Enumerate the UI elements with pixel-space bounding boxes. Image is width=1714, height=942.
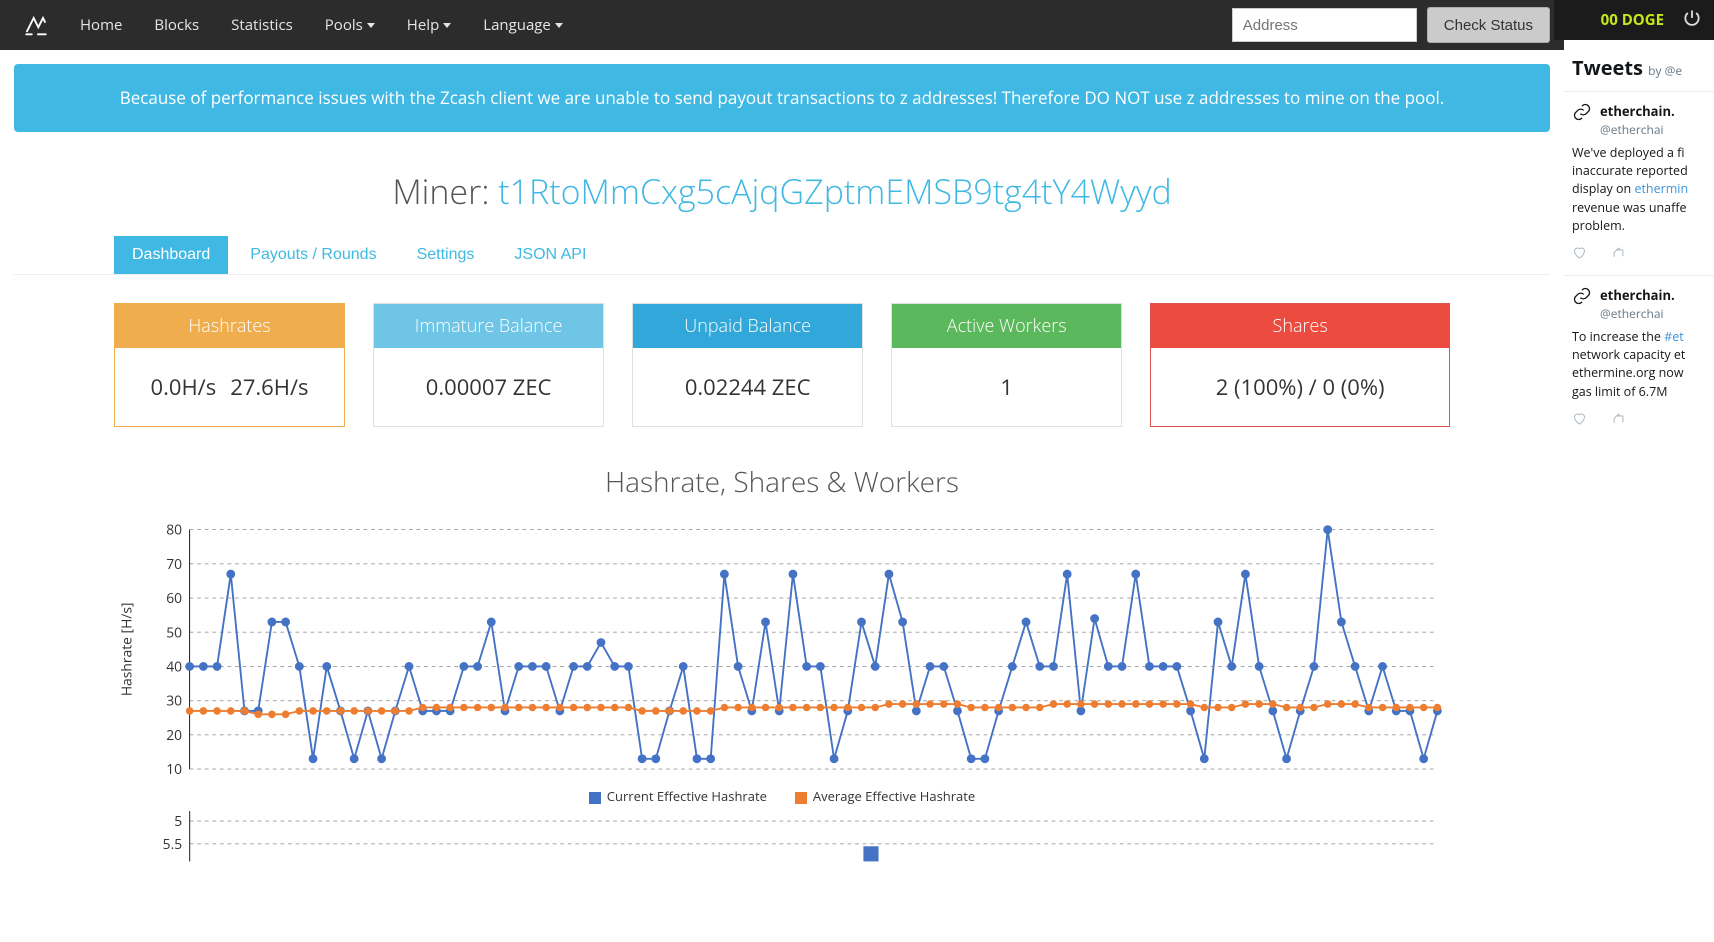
share-icon[interactable]: [1611, 245, 1626, 265]
tweet-link[interactable]: ethermin: [1634, 180, 1688, 197]
caret-icon: [555, 23, 563, 28]
tweet-body: We've deployed a fi inaccurate reported …: [1572, 144, 1706, 235]
chart-svg: 10 20 30 40 50 60 70 80 Hashrate [H/s]: [114, 517, 1450, 782]
twitter-heading: Tweets by @e: [1564, 54, 1714, 91]
svg-text:60: 60: [166, 589, 182, 608]
panel-unpaid-title: Unpaid Balance: [633, 304, 862, 348]
nav-item-blocks[interactable]: Blocks: [138, 0, 215, 50]
nav-links: HomeBlocksStatisticsPoolsHelpLanguage: [64, 0, 579, 50]
caret-icon: [367, 23, 375, 28]
tabs: DashboardPayouts / RoundsSettingsJSON AP…: [14, 236, 1550, 275]
address-input[interactable]: [1232, 8, 1417, 42]
power-icon[interactable]: [1682, 8, 1702, 33]
panel-hashrates-body: 0.0H/s 27.6H/s: [115, 348, 344, 426]
twitter-by[interactable]: by @e: [1648, 62, 1682, 79]
chart: 10 20 30 40 50 60 70 80 Hashrate [H/s]: [114, 517, 1450, 782]
svg-text:5.5: 5.5: [163, 835, 183, 854]
link-icon: [1572, 102, 1592, 138]
navbar: HomeBlocksStatisticsPoolsHelpLanguage Ch…: [0, 0, 1564, 50]
panel-shares-title: Shares: [1151, 304, 1449, 348]
legend-swatch: [589, 792, 601, 804]
svg-text:5: 5: [174, 813, 182, 832]
panel-workers-title: Active Workers: [892, 304, 1121, 348]
panel-immature-body: 0.00007 ZEC: [374, 348, 603, 426]
tweets-list: etherchain.@etherchaiWe've deployed a fi…: [1564, 91, 1714, 441]
panel-unpaid: Unpaid Balance 0.02244 ZEC: [632, 303, 863, 427]
caret-icon: [443, 23, 451, 28]
doge-balance: 00 DOGE: [1601, 10, 1664, 30]
panel-hashrates: Hashrates 0.0H/s 27.6H/s: [114, 303, 345, 427]
panel-hashrates-title: Hashrates: [115, 304, 344, 348]
sub-chart: 55.5: [114, 811, 1450, 861]
tab-payouts-rounds[interactable]: Payouts / Rounds: [232, 236, 394, 274]
hashrate-average: 27.6H/s: [230, 372, 308, 402]
svg-text:10: 10: [166, 760, 182, 779]
stat-panels: Hashrates 0.0H/s 27.6H/s Immature Balanc…: [14, 303, 1550, 427]
chart-section: Hashrate, Shares & Workers 10 20 30 40 50 60 7…: [14, 463, 1550, 892]
nav-item-pools[interactable]: Pools: [309, 0, 391, 50]
nav-item-help[interactable]: Help: [391, 0, 467, 50]
tab-settings[interactable]: Settings: [399, 236, 493, 274]
sidebar: Tweets by @e etherchain.@etherchaiWe've …: [1564, 40, 1714, 942]
nav-right: Check Status: [1232, 7, 1556, 43]
svg-text:80: 80: [166, 520, 182, 539]
svg-text:Hashrate [H/s]: Hashrate [H/s]: [118, 602, 137, 696]
nav-item-home[interactable]: Home: [64, 0, 138, 50]
tweet[interactable]: etherchain.@etherchai To increase the #et…: [1564, 275, 1714, 441]
tweet-link[interactable]: #et: [1664, 328, 1684, 345]
miner-title: Miner: t1RtoMmCxg5cAjqGZptmEMSB9tg4tY4Wy…: [14, 168, 1550, 214]
svg-text:40: 40: [166, 657, 182, 676]
main-content: Because of performance issues with the Z…: [0, 50, 1564, 906]
tweet-handle[interactable]: @etherchai: [1600, 305, 1675, 322]
tab-json-api[interactable]: JSON API: [496, 236, 604, 274]
share-icon[interactable]: [1611, 411, 1626, 431]
nav-item-statistics[interactable]: Statistics: [215, 0, 309, 50]
panel-shares: Shares 2 (100%) / 0 (0%): [1150, 303, 1450, 427]
logo-icon[interactable]: [22, 11, 50, 39]
tweet-author[interactable]: etherchain.: [1600, 286, 1675, 305]
sub-chart-svg: 55.5: [114, 811, 1450, 861]
chart-legend: Current Effective Hashrate Average Effect…: [114, 787, 1450, 805]
panel-workers: Active Workers 1: [891, 303, 1122, 427]
nav-item-language[interactable]: Language: [467, 0, 579, 50]
topbar: 00 DOGE: [1554, 0, 1714, 40]
heart-icon[interactable]: [1572, 411, 1587, 431]
twitter-widget: Tweets by @e etherchain.@etherchaiWe've …: [1564, 40, 1714, 942]
heart-icon[interactable]: [1572, 245, 1587, 265]
svg-text:30: 30: [166, 691, 182, 710]
chart-title: Hashrate, Shares & Workers: [114, 463, 1450, 501]
panel-workers-body: 1: [892, 348, 1121, 426]
svg-text:70: 70: [166, 555, 182, 574]
tweet-body: To increase the #et network capacity et …: [1572, 328, 1706, 401]
svg-text:50: 50: [166, 623, 182, 642]
panel-immature: Immature Balance 0.00007 ZEC: [373, 303, 604, 427]
legend-swatch: [795, 792, 807, 804]
alert-banner: Because of performance issues with the Z…: [14, 64, 1550, 132]
tweet-handle[interactable]: @etherchai: [1600, 121, 1675, 138]
miner-address[interactable]: t1RtoMmCxg5cAjqGZptmEMSB9tg4tY4Wyyd: [498, 168, 1171, 214]
legend-item[interactable]: Current Effective Hashrate: [589, 787, 767, 805]
tweet[interactable]: etherchain.@etherchai We've deployed a fi…: [1564, 91, 1714, 275]
tab-dashboard[interactable]: Dashboard: [114, 236, 228, 274]
link-icon: [1572, 286, 1592, 322]
check-status-button[interactable]: Check Status: [1427, 7, 1550, 43]
svg-text:20: 20: [166, 726, 182, 745]
legend-item[interactable]: Average Effective Hashrate: [795, 787, 975, 805]
panel-shares-body: 2 (100%) / 0 (0%): [1151, 348, 1449, 426]
hashrate-current: 0.0H/s: [151, 372, 217, 402]
tweet-author[interactable]: etherchain.: [1600, 102, 1675, 121]
miner-label: Miner:: [392, 168, 498, 214]
panel-unpaid-body: 0.02244 ZEC: [633, 348, 862, 426]
panel-immature-title: Immature Balance: [374, 304, 603, 348]
